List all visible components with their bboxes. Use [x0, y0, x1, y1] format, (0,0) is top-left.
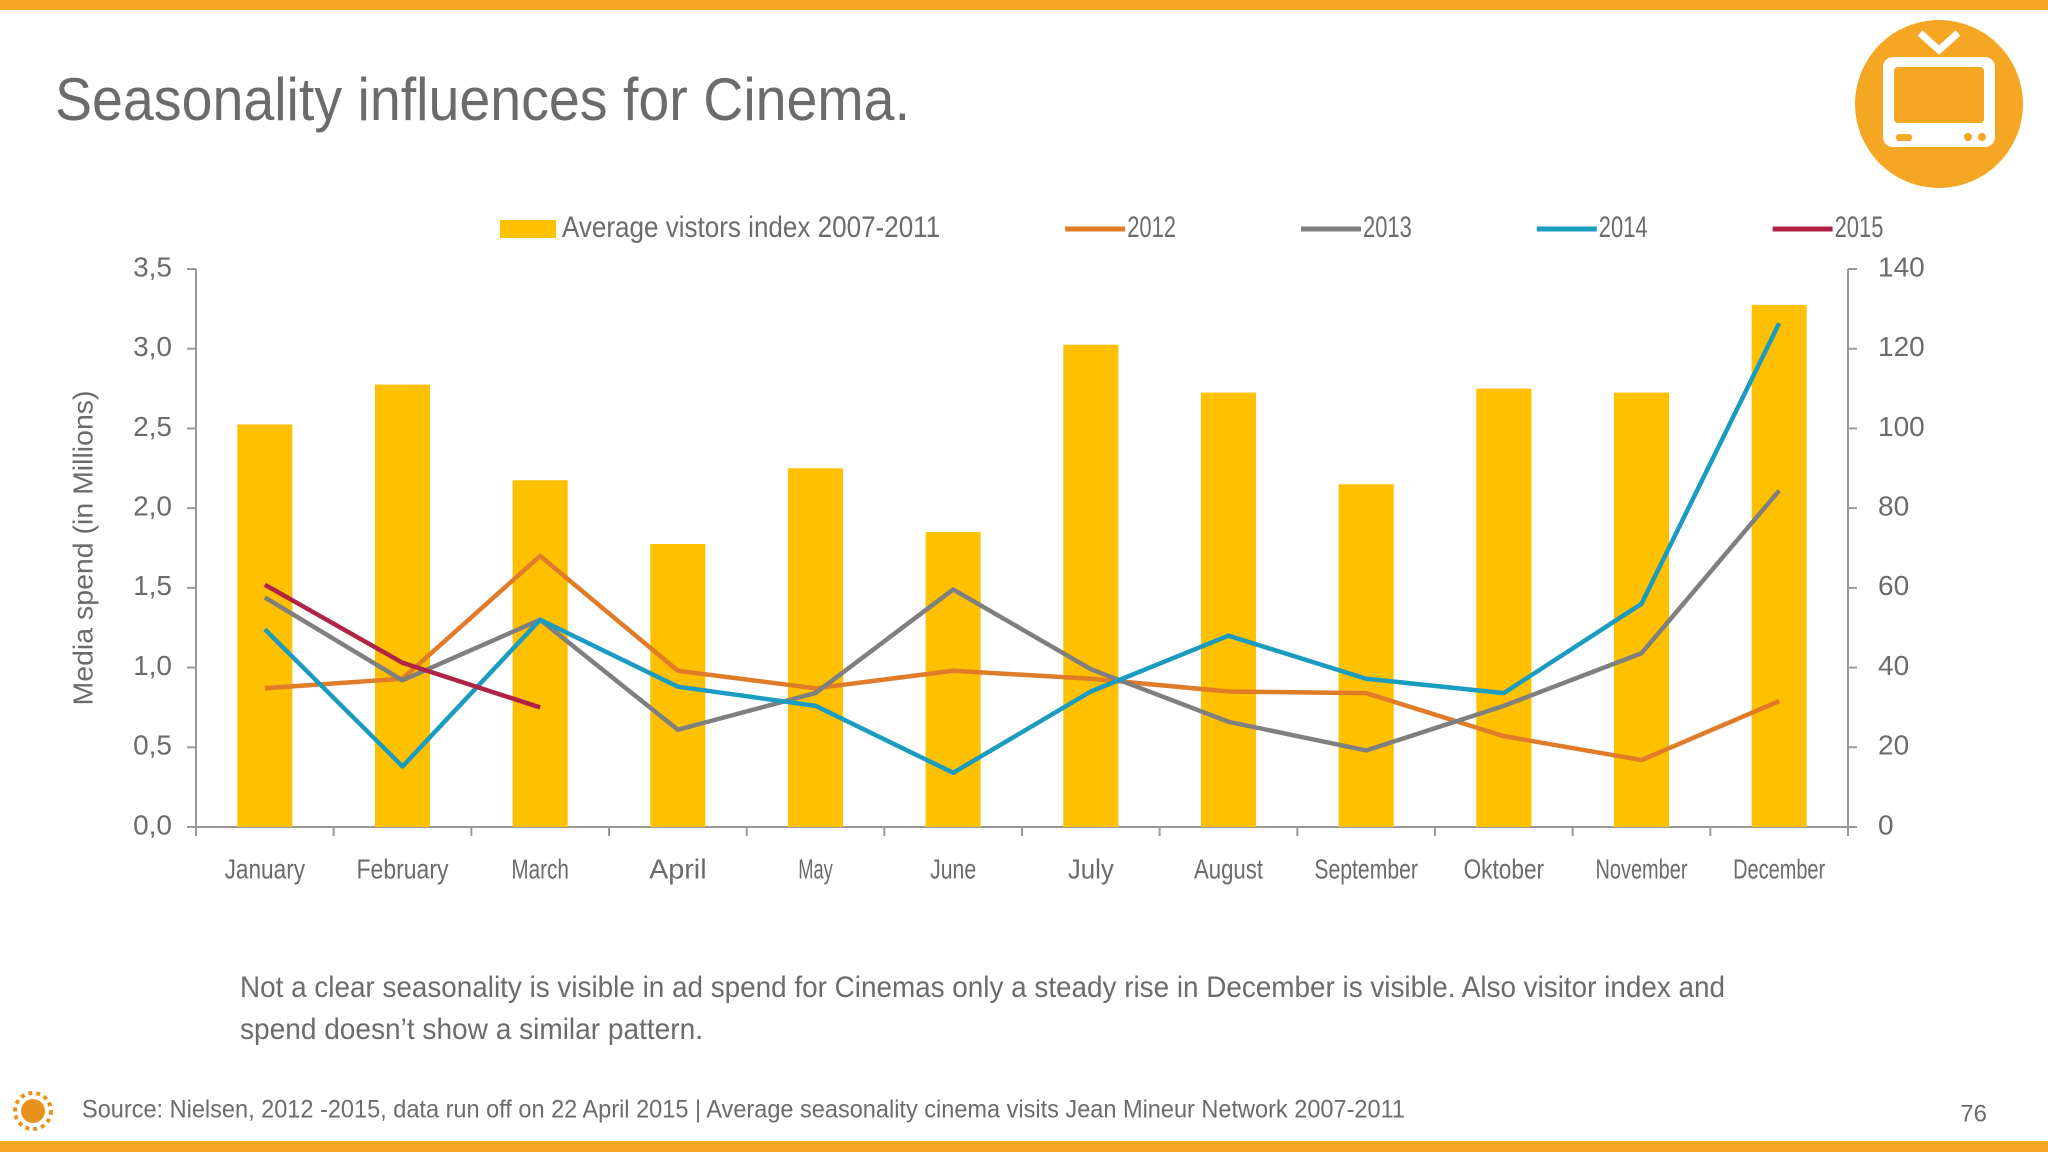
legend-label: 2014 [1599, 211, 1648, 244]
x-tick-label: September [1314, 853, 1418, 884]
bar [1476, 388, 1532, 827]
y2-tick-label: 0 [1878, 809, 1894, 840]
bar [1063, 344, 1119, 827]
y2-tick-label: 100 [1878, 411, 1925, 442]
x-tick-label: November [1596, 853, 1688, 884]
note-line: Not a clear seasonality is visible in ad… [240, 971, 1725, 1004]
x-tick-label: April [649, 853, 707, 884]
y2-tick-label: 20 [1878, 730, 1909, 761]
bar [374, 384, 431, 827]
top-band [0, 0, 2048, 10]
y-tick-label: 0,5 [133, 730, 172, 761]
y2-tick-label: 120 [1878, 331, 1925, 362]
line-series [263, 322, 1782, 776]
y-tick-label: 0,0 [133, 809, 172, 840]
legend-label: 2012 [1127, 211, 1176, 244]
tv-icon [1855, 20, 2023, 188]
slide-title: Seasonality influences for Cinema. [55, 66, 910, 133]
bar [925, 532, 981, 827]
y2-tick-label: 140 [1878, 251, 1925, 282]
note-line: spend doesn’t show a similar pattern. [240, 1013, 703, 1046]
x-tick-label: June [930, 853, 976, 884]
bar [1200, 392, 1257, 827]
x-tick-label: Oktober [1464, 853, 1545, 884]
legend-label: 2013 [1363, 211, 1412, 244]
bar [1751, 304, 1807, 827]
bar [237, 424, 293, 827]
y2-tick-label: 80 [1878, 491, 1909, 522]
x-tick-label: July [1068, 853, 1114, 884]
legend-swatch [500, 220, 556, 238]
y-tick-label: 2,0 [133, 491, 172, 522]
bar [787, 468, 844, 827]
y-tick-label: 3,0 [133, 331, 172, 362]
footer-logo [13, 1091, 53, 1131]
y-tick-label: 1,0 [133, 650, 172, 681]
line-series [264, 553, 1781, 763]
x-tick-label: February [357, 853, 449, 884]
y-tick-label: 2,5 [133, 411, 172, 442]
bottom-band [0, 1141, 2048, 1152]
y2-tick-label: 40 [1878, 650, 1909, 681]
y-axis-title: Media spend (in Millions) [67, 391, 98, 706]
y2-tick-label: 60 [1878, 570, 1909, 601]
bar [512, 480, 568, 827]
x-tick-label: March [511, 853, 569, 884]
source-note: Source: Nielsen, 2012 -2015, data run of… [82, 1096, 1405, 1124]
y-tick-label: 3,5 [133, 251, 172, 282]
x-tick-label: January [225, 853, 306, 884]
bar [1338, 484, 1394, 827]
legend-label: Average vistors index 2007-2011 [562, 211, 940, 244]
x-tick-label: December [1733, 853, 1825, 884]
x-tick-label: August [1194, 853, 1263, 884]
page-number: 76 [1960, 1100, 1987, 1127]
x-tick-label: May [798, 853, 833, 884]
legend-label: 2015 [1835, 211, 1884, 244]
line-series [263, 582, 541, 710]
y-tick-label: 1,5 [133, 570, 172, 601]
line-series [263, 489, 1781, 753]
